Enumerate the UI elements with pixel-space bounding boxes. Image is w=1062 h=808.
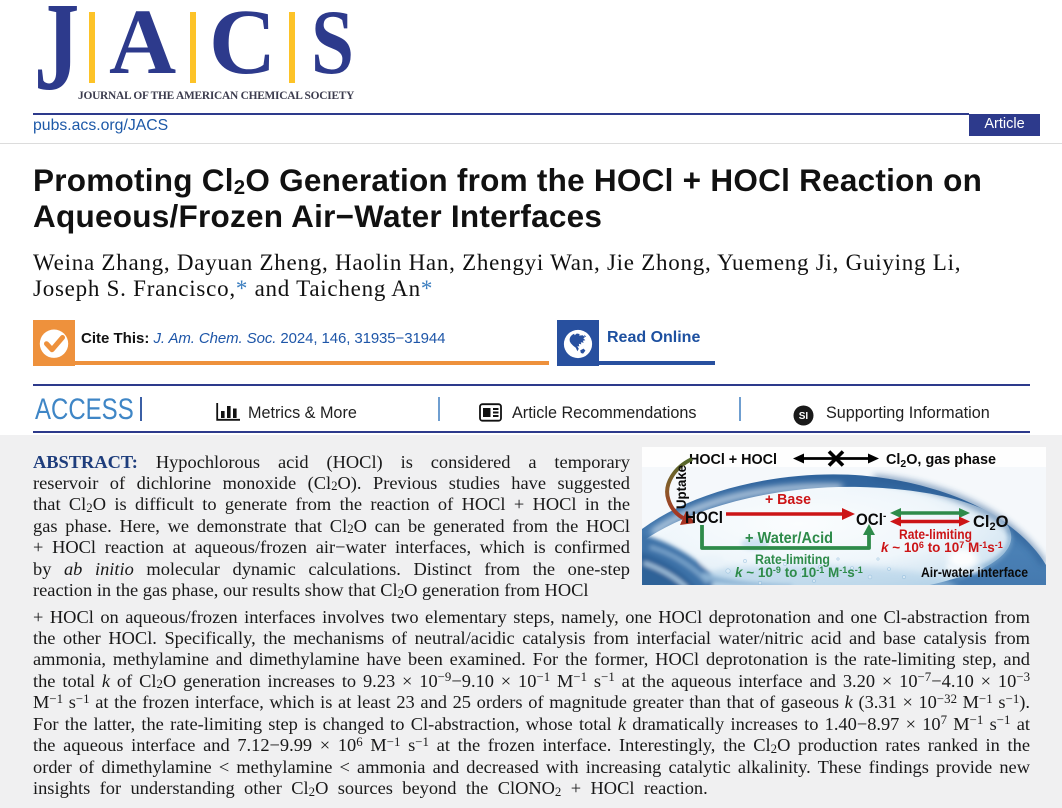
svg-text:Rate-limiting: Rate-limiting [899, 527, 972, 542]
svg-text:Air-water interface: Air-water interface [921, 564, 1028, 580]
svg-text:SI: SI [799, 411, 809, 422]
svg-text:+ Base: + Base [765, 491, 811, 508]
svg-text:Cl2O, gas phase: Cl2O, gas phase [886, 452, 996, 470]
svg-text:Rate-limiting: Rate-limiting [755, 552, 830, 567]
svg-text:Uptake: Uptake [674, 465, 689, 509]
svg-text:k ~ 106 to 107 M-1s-1: k ~ 106 to 107 M-1s-1 [881, 540, 1003, 555]
svg-text:Cl2O: Cl2O [973, 513, 1009, 533]
svg-text:OCl-: OCl- [856, 511, 886, 529]
svg-text:HOCl: HOCl [685, 509, 723, 527]
svg-text:k ~ 10-9 to 10-1 M-1s-1: k ~ 10-9 to 10-1 M-1s-1 [735, 565, 863, 580]
svg-text:+ Water/Acid: + Water/Acid [745, 530, 833, 547]
svg-text:HOCl + HOCl: HOCl + HOCl [689, 452, 777, 468]
